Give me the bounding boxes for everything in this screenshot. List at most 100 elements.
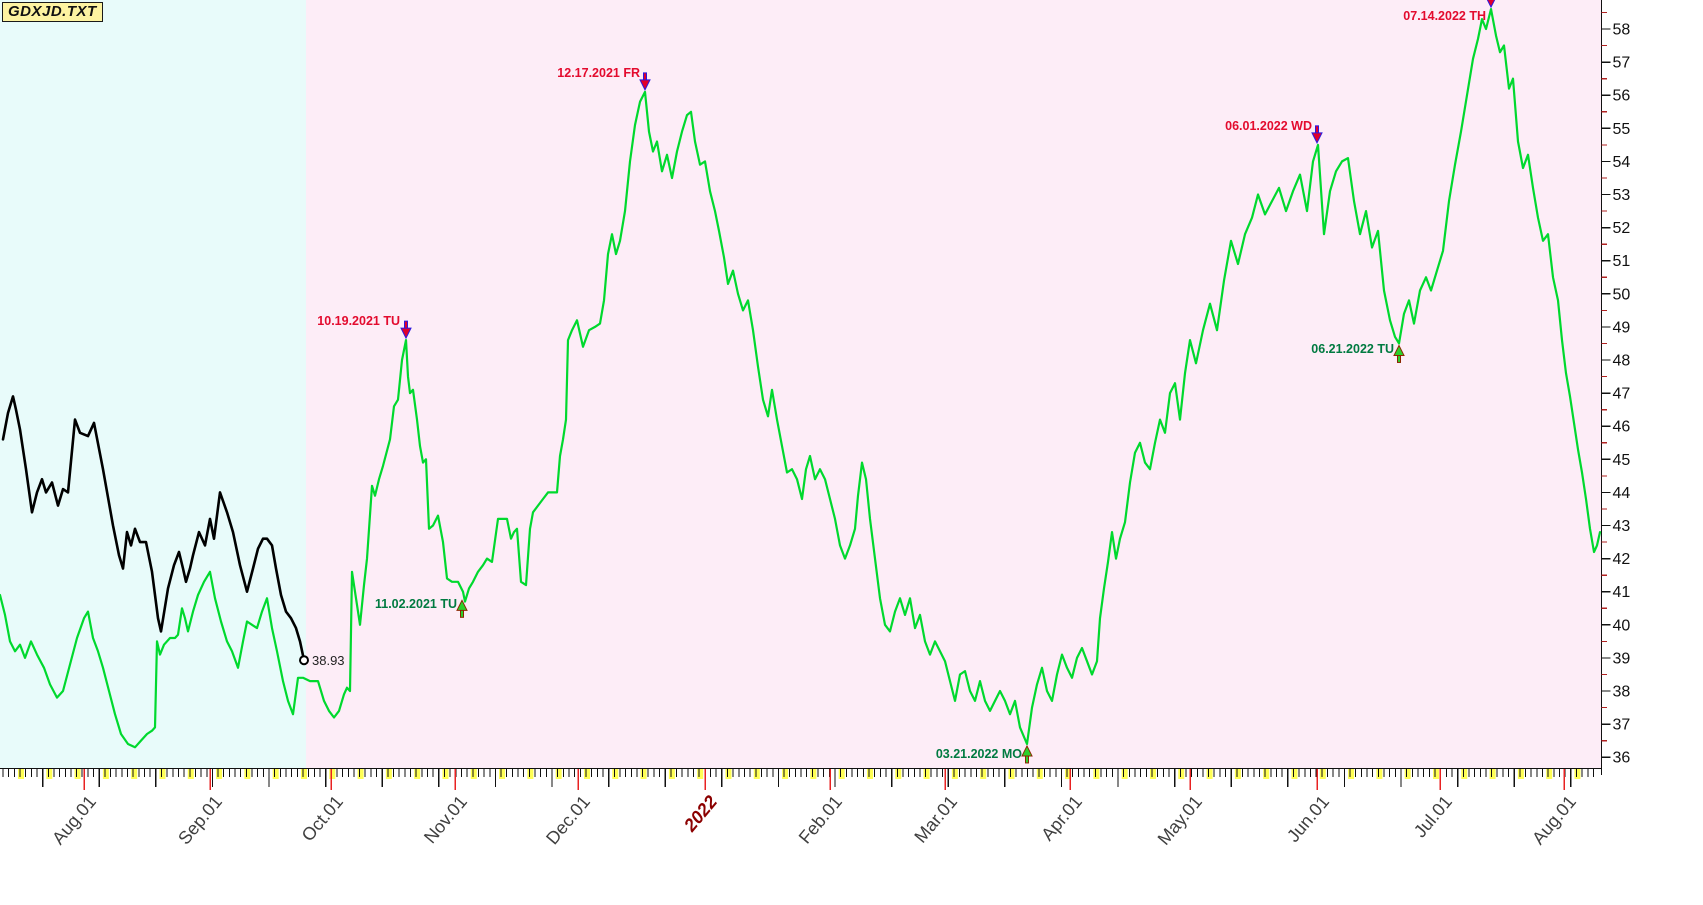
week-highlight-tick [555,769,562,779]
price-axis-label: 53 [1613,187,1631,204]
trough-annotation-label[interactable]: 03.21.2022 MO [936,747,1022,761]
week-highlight-tick [1432,769,1439,779]
week-highlight-tick [272,769,279,779]
week-highlight-tick [810,769,817,779]
price-axis-label: 42 [1613,551,1631,568]
week-highlight-tick [1263,769,1270,779]
week-highlight-tick [1404,769,1411,779]
peak-annotation-label[interactable]: 07.14.2022 TH [1403,9,1486,23]
week-highlight-tick [357,769,364,779]
trough-annotation-label[interactable]: 06.21.2022 TU [1311,342,1394,356]
week-highlight-tick [470,769,477,779]
week-highlight-tick [1121,769,1128,779]
price-axis-label: 44 [1613,485,1631,502]
trough-annotation-label[interactable]: 11.02.2021 TU [375,597,457,611]
price-axis-label: 36 [1613,750,1631,767]
price-axis-label: 48 [1613,353,1631,370]
week-highlight-tick [527,769,534,779]
trough-up-arrow-icon [456,599,468,611]
week-highlight-tick [1036,769,1043,779]
week-highlight-tick [1234,769,1241,779]
x-axis-month-label[interactable]: Apr.01 [1037,792,1086,845]
week-highlight-tick [1008,769,1015,779]
trough-up-arrow-icon [1021,744,1033,757]
price-axis-label: 38 [1613,684,1631,701]
x-axis-month-label[interactable]: Mar.01 [910,792,961,847]
week-highlight-tick [159,769,166,779]
week-highlight-tick [951,769,958,779]
week-highlight-tick [1517,769,1524,779]
trough-up-arrow-icon [1393,344,1405,356]
x-axis-year-label[interactable]: 2022 [679,792,721,836]
price-axis-label: 57 [1613,55,1631,72]
x-axis-month-label[interactable]: Nov.01 [420,792,471,848]
week-highlight-tick [1178,769,1185,779]
x-axis-month-label[interactable]: Jun.01 [1283,792,1333,846]
peak-down-arrow-icon [639,79,651,92]
price-axis-label: 49 [1613,319,1631,336]
week-highlight-tick [499,769,506,779]
price-axis-label: 51 [1613,253,1631,270]
week-highlight-tick [414,769,421,779]
week-highlight-tick [782,769,789,779]
week-highlight-tick [216,769,223,779]
week-highlight-tick [1291,769,1298,779]
series-previous-session-black [1,395,306,662]
week-highlight-tick [1319,769,1326,779]
price-axis-label: 45 [1613,452,1631,469]
x-axis-month-label[interactable]: Oct.01 [298,792,347,845]
week-highlight-tick [640,769,647,779]
week-highlight-tick [442,769,449,779]
week-highlight-tick [697,769,704,779]
week-highlight-tick [1574,769,1581,779]
week-highlight-tick [838,769,845,779]
price-axis-label: 55 [1613,121,1631,138]
week-highlight-tick [244,769,251,779]
price-axis-label: 47 [1613,386,1631,403]
price-axis-label: 52 [1613,220,1631,237]
x-axis-month-label[interactable]: Feb.01 [795,792,846,848]
week-highlight-tick [1546,769,1553,779]
x-axis-month-label[interactable]: Dec.01 [542,792,594,849]
week-highlight-tick [1348,769,1355,779]
week-highlight-tick [1093,769,1100,779]
peak-down-arrow-icon [1486,0,1496,9]
price-axis-label: 54 [1613,154,1631,171]
week-highlight-tick [74,769,81,779]
week-highlight-tick [1461,769,1468,779]
week-highlight-tick [725,769,732,779]
x-axis-month-label[interactable]: Aug.01 [48,792,100,849]
week-highlight-tick [329,769,336,779]
week-highlight-tick [753,769,760,779]
price-axis-label: 43 [1613,518,1631,535]
week-highlight-tick [923,769,930,779]
week-highlight-tick [131,769,138,779]
price-axis-label: 41 [1613,584,1631,601]
x-axis-month-label[interactable]: Sep.01 [174,792,226,849]
week-highlight-tick [1489,769,1496,779]
week-highlight-tick [668,769,675,779]
week-highlight-tick [300,769,307,779]
week-highlight-tick [866,769,873,779]
peak-annotation-label[interactable]: 06.01.2022 WD [1225,119,1312,133]
week-highlight-tick [583,769,590,779]
week-highlight-tick [612,769,619,779]
x-axis-month-label[interactable]: Aug.01 [1528,792,1580,849]
peak-annotation-label[interactable]: 12.17.2021 FR [557,66,640,80]
week-highlight-tick [46,769,53,779]
week-highlight-tick [1206,769,1213,779]
week-highlight-tick [1065,769,1072,779]
region-current-period [306,0,1602,768]
week-highlight-tick [385,769,392,779]
x-axis-month-label[interactable]: Jul.01 [1410,792,1456,842]
week-highlight-tick [187,769,194,779]
last-price-marker-icon [299,655,309,666]
peak-annotation-label[interactable]: 10.19.2021 TU [317,314,400,328]
price-axis-label: 58 [1613,22,1631,39]
x-axis-month-label[interactable]: May.01 [1154,792,1206,849]
region-prior-period [0,0,306,768]
week-highlight-tick [895,769,902,779]
ticker-label[interactable]: GDXJD.TXT [2,2,103,22]
